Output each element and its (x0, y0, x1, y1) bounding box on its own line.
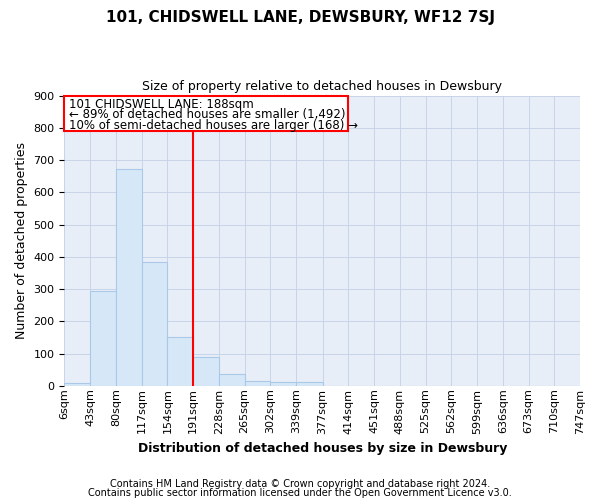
Bar (219, 374, 245, 386)
Bar (64, 96, 348, 131)
Text: 10% of semi-detached houses are larger (168) →: 10% of semi-detached houses are larger (… (68, 119, 358, 132)
Bar (167, 337, 193, 386)
Text: 101, CHIDSWELL LANE, DEWSBURY, WF12 7SJ: 101, CHIDSWELL LANE, DEWSBURY, WF12 7SJ (106, 10, 494, 25)
Bar (90, 292, 116, 386)
Bar (64, 383, 90, 386)
Text: Contains public sector information licensed under the Open Government Licence v3: Contains public sector information licen… (88, 488, 512, 498)
Bar (116, 169, 142, 386)
Text: Contains HM Land Registry data © Crown copyright and database right 2024.: Contains HM Land Registry data © Crown c… (110, 479, 490, 489)
Bar (271, 382, 296, 386)
Bar (142, 262, 167, 386)
Text: ← 89% of detached houses are smaller (1,492): ← 89% of detached houses are smaller (1,… (68, 108, 345, 122)
X-axis label: Distribution of detached houses by size in Dewsbury: Distribution of detached houses by size … (137, 442, 507, 455)
Text: 101 CHIDSWELL LANE: 188sqm: 101 CHIDSWELL LANE: 188sqm (68, 98, 253, 111)
Bar (193, 358, 219, 386)
Title: Size of property relative to detached houses in Dewsbury: Size of property relative to detached ho… (142, 80, 502, 93)
Y-axis label: Number of detached properties: Number of detached properties (15, 142, 28, 339)
Bar (245, 381, 271, 386)
Bar (296, 382, 323, 386)
